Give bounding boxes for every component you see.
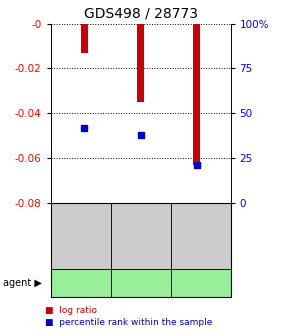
Bar (81, 24, 88, 53)
Text: IL4: IL4 (193, 278, 208, 288)
Text: ■  log ratio: ■ log ratio (45, 306, 97, 315)
Text: GSM8759: GSM8759 (196, 214, 205, 258)
Bar (137, 24, 144, 102)
Text: IFNg: IFNg (69, 278, 92, 288)
Text: GSM8749: GSM8749 (76, 214, 85, 258)
Bar (193, 24, 200, 165)
Text: TNFa: TNFa (128, 278, 153, 288)
Text: ■  percentile rank within the sample: ■ percentile rank within the sample (45, 318, 212, 327)
Text: GSM8754: GSM8754 (136, 214, 145, 258)
Title: GDS498 / 28773: GDS498 / 28773 (84, 7, 198, 21)
Text: agent ▶: agent ▶ (3, 278, 42, 288)
